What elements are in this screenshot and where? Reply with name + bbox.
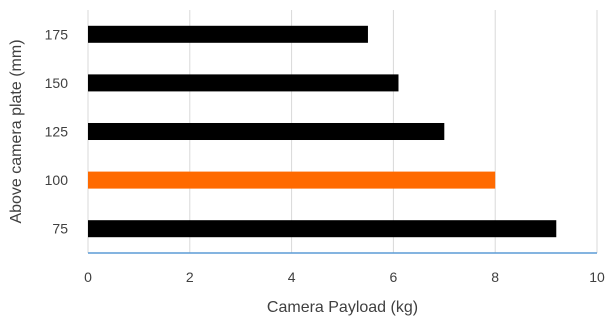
y-tick-label-150: 150: [45, 75, 69, 91]
x-tick-label-2: 2: [186, 269, 194, 285]
x-tick-label-6: 6: [390, 269, 398, 285]
y-tick-label-100: 100: [45, 172, 69, 188]
x-tick-label-10: 10: [589, 269, 605, 285]
y-tick-label-175: 175: [45, 26, 69, 42]
bar-175: [88, 25, 368, 43]
y-axis-title: Above camera plate (mm): [8, 39, 25, 223]
x-tick-label-0: 0: [84, 269, 92, 285]
bar-150: [88, 74, 399, 92]
bar-125: [88, 122, 445, 141]
x-tick-label-4: 4: [288, 269, 296, 285]
bars: [88, 25, 557, 238]
y-tick-labels: 75 100 125 150 175: [45, 26, 69, 236]
bar-100: [88, 171, 496, 189]
y-tick-label-75: 75: [52, 221, 68, 237]
x-tick-label-8: 8: [491, 269, 499, 285]
y-tick-label-125: 125: [45, 124, 69, 140]
x-tick-labels: 0 2 4 6 8 10: [84, 269, 605, 285]
x-axis-title: Camera Payload (kg): [267, 299, 418, 316]
bar-75: [88, 220, 557, 238]
